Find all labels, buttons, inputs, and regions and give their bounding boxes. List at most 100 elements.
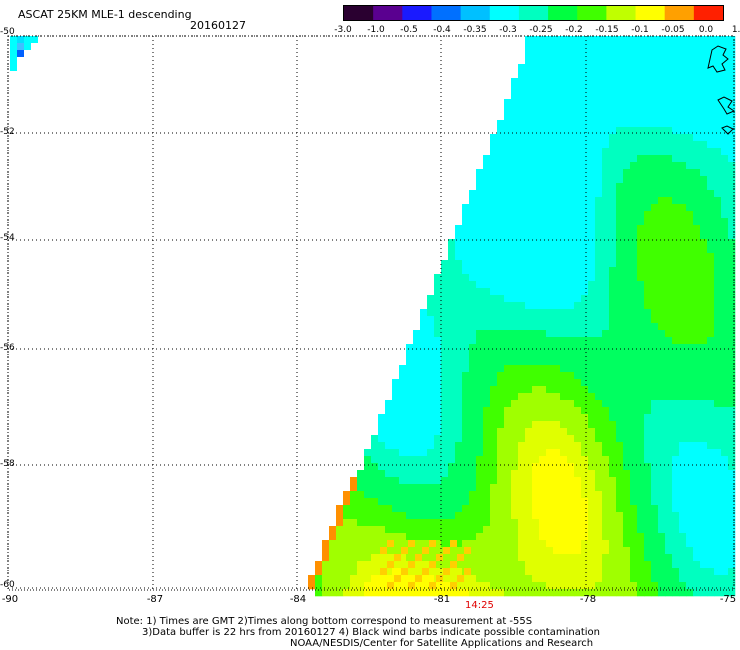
swath-cell [630, 519, 638, 527]
swath-cell [455, 281, 463, 289]
swath-cell [700, 190, 708, 198]
swath-cell [693, 547, 701, 555]
swath-cell [469, 505, 477, 513]
swath-cell [630, 169, 638, 177]
swath-cell [476, 582, 484, 590]
colorbar-tick-label: -0.5 [400, 25, 418, 35]
swath-cell [504, 470, 512, 478]
swath-cell [462, 456, 470, 464]
swath-cell [623, 421, 631, 429]
swath-cell [707, 407, 715, 415]
swath-cell [700, 134, 708, 142]
swath-cell [665, 190, 673, 198]
swath-cell [679, 43, 687, 51]
swath-cell [378, 477, 386, 485]
swath-cell [511, 498, 519, 506]
swath-cell [504, 442, 512, 450]
swath-cell [686, 190, 694, 198]
swath-cell [546, 568, 554, 576]
swath-cell [658, 57, 666, 65]
swath-cell [427, 505, 435, 513]
swath-cell [511, 190, 519, 198]
swath-cell [560, 309, 568, 317]
swath-cell [567, 64, 575, 72]
swath-cell [511, 449, 519, 457]
swath-cell [588, 540, 596, 548]
swath-cell [329, 547, 337, 555]
swath-cell [560, 547, 568, 555]
swath-cell [420, 435, 428, 443]
swath-cell [686, 379, 694, 387]
swath-cell [679, 505, 687, 513]
swath-cell [714, 323, 722, 331]
swath-cell [700, 449, 708, 457]
swath-cell [714, 421, 722, 429]
swath-cell [455, 316, 463, 324]
swath-cell [364, 491, 372, 499]
swath-cell [350, 512, 358, 520]
swath-cell [609, 575, 617, 583]
swath-cell [686, 442, 694, 450]
swath-cell [700, 155, 708, 163]
swath-cell [665, 106, 673, 114]
swath-cell [546, 190, 554, 198]
swath-cell [441, 554, 449, 562]
swath-cell [679, 176, 687, 184]
swath-cell [560, 526, 568, 534]
swath-cell [462, 330, 470, 338]
swath-cell [679, 456, 687, 464]
swath-cell [490, 456, 498, 464]
swath-cell [693, 134, 701, 142]
swath-cell [665, 288, 673, 296]
swath-cell [637, 155, 645, 163]
swath-cell [714, 78, 722, 86]
swath-cell [371, 505, 379, 513]
swath-cell [588, 393, 596, 401]
swath-cell [518, 498, 526, 506]
swath-cell [693, 330, 701, 338]
swath-cell [616, 183, 624, 191]
swath-cell [511, 442, 519, 450]
swath-cell [546, 547, 554, 555]
swath-cell [371, 435, 379, 443]
swath-cell [609, 316, 617, 324]
swath-cell [532, 225, 540, 233]
swath-cell [623, 526, 631, 534]
swath-cell [567, 351, 575, 359]
swath-cell [623, 414, 631, 422]
swath-cell [616, 407, 624, 415]
swath-cell [448, 435, 456, 443]
swath-cell [609, 449, 617, 457]
swath-cell [728, 246, 736, 254]
swath-cell [518, 218, 526, 226]
swath-cell [518, 281, 526, 289]
swath-cell [560, 477, 568, 485]
swath-cell [686, 575, 694, 583]
swath-cell [518, 505, 526, 513]
swath-cell [553, 218, 561, 226]
swath-edge-cell [322, 540, 329, 548]
swath-cell [686, 407, 694, 415]
swath-cell [630, 442, 638, 450]
swath-cell [581, 330, 589, 338]
swath-cell [721, 379, 729, 387]
swath-cell [553, 162, 561, 170]
colorbar-tick-label: -0.4 [433, 25, 451, 35]
swath-cell [392, 393, 400, 401]
swath-cell [560, 393, 568, 401]
swath-cell [651, 568, 659, 576]
swath-cell [693, 148, 701, 156]
swath-cell [385, 470, 393, 478]
swath-cell [658, 267, 666, 275]
swath-cell [518, 442, 526, 450]
swath-cell [602, 64, 610, 72]
swath-cell [658, 239, 666, 247]
swath-cell [644, 421, 652, 429]
swath-cell [525, 78, 533, 86]
swath-cell [399, 393, 407, 401]
swath-edge-cell [343, 491, 350, 499]
swath-cell [399, 379, 407, 387]
swath-cell [658, 71, 666, 79]
swath-cell [420, 407, 428, 415]
swath-cell [686, 50, 694, 58]
